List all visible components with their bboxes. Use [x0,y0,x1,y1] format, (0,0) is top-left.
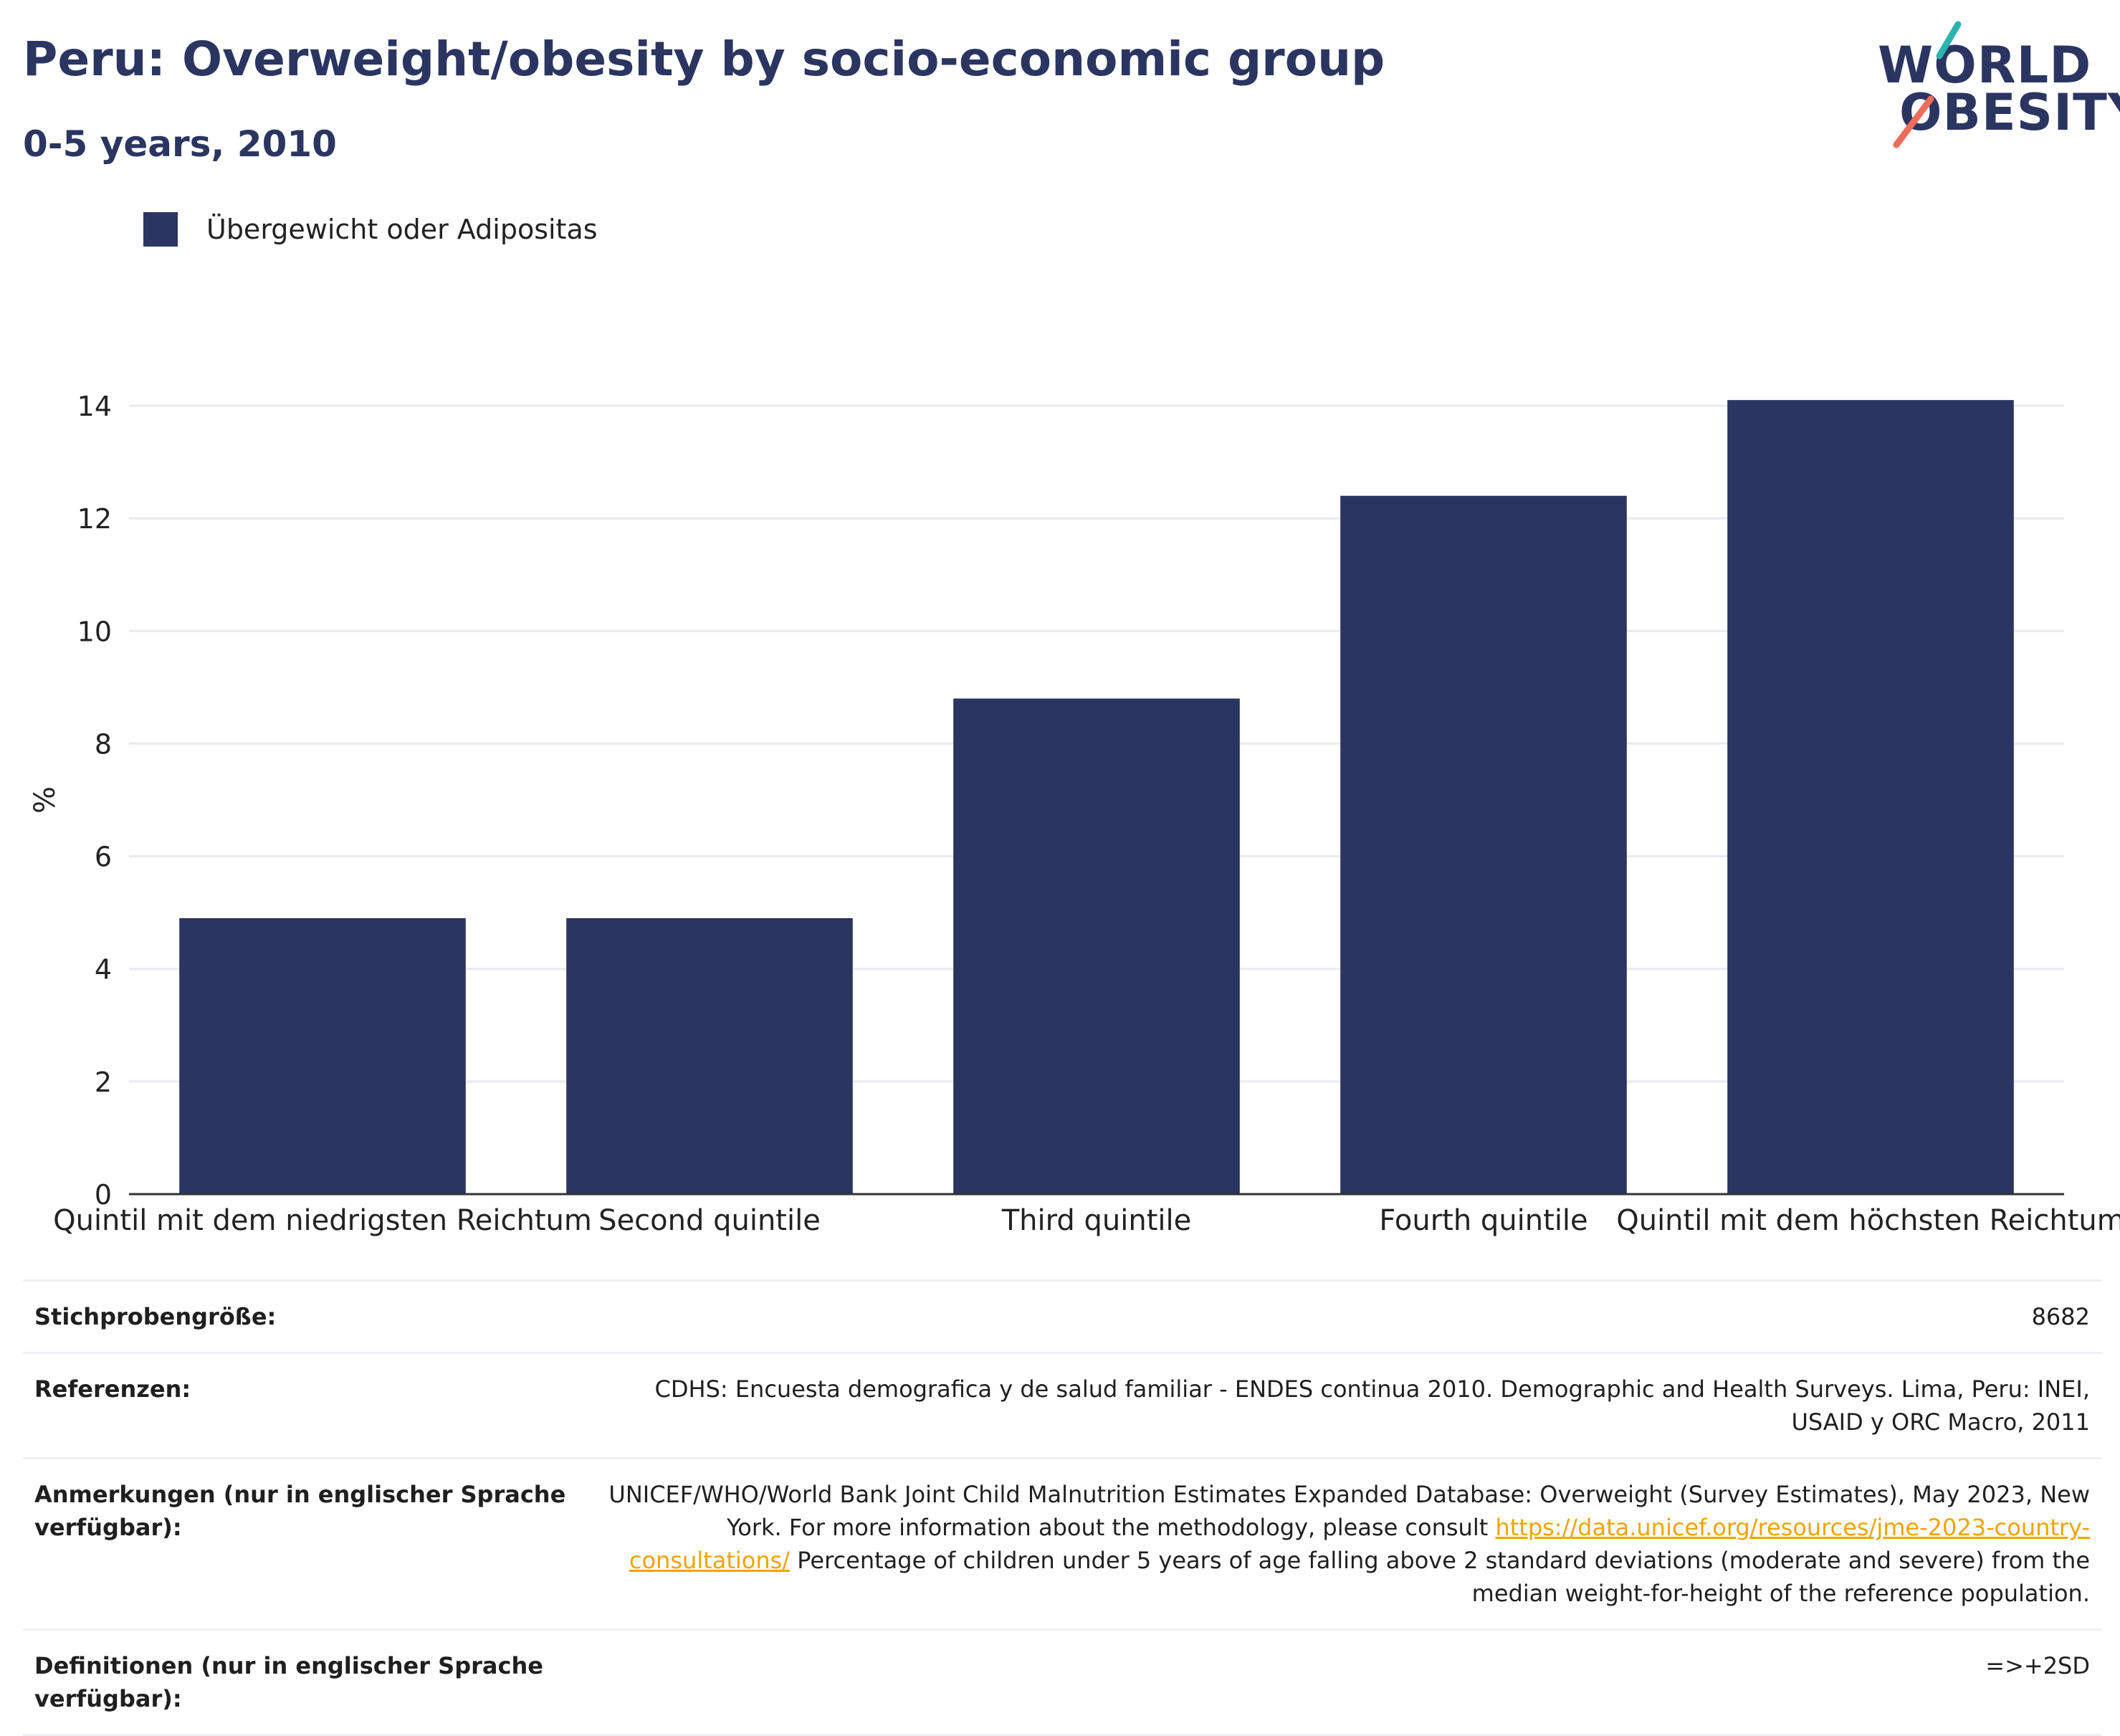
notes-text-1: UNICEF/WHO/World Bank Joint Child Malnut… [608,1481,2090,1541]
legend-label: Übergewicht oder Adipositas [206,214,598,245]
references-value: CDHS: Encuesta demografica y de salud fa… [654,1375,2090,1436]
world-obesity-logo: WORLD OBESITY [1871,19,2120,155]
notes-value: UNICEF/WHO/World Bank Joint Child Malnut… [585,1478,2090,1610]
y-tick-label: 2 [95,1067,112,1098]
y-tick-label: 4 [95,954,112,986]
y-tick-label: 0 [95,1179,112,1211]
x-tick-label: Quintil mit dem höchsten Reichtum [1616,1204,2120,1237]
logo-word-obesity: OBESITY [1899,83,2120,142]
definitions-label: Definitionen (nur in englischer Sprache … [34,1652,543,1712]
footer-row-sample-size: Stichprobengröße: 8682 [23,1282,2101,1354]
chart-title: Peru: Overweight/obesity by socio-econom… [23,32,1385,87]
bar[interactable] [179,918,466,1194]
bar-chart: 0 2 4 6 8 10 12 14 Quintil mit dem niedrigsten … [29,391,2120,1237]
y-axis-label: % [29,786,62,814]
sample-size-label: Stichprobengröße: [34,1303,277,1330]
footer-row-references: Referenzen: CDHS: Encuesta demografica y… [23,1354,2101,1459]
references-label: Referenzen: [34,1375,191,1403]
definitions-value: =>+2SD [1985,1652,2090,1679]
bar[interactable] [1340,495,1627,1194]
bar[interactable] [1727,400,2014,1195]
logo-word-world: WORLD [1878,36,2092,95]
bar[interactable] [566,918,853,1194]
legend: Übergewicht oder Adipositas [143,212,598,247]
y-tick-label: 8 [95,728,112,760]
logo-slash-icon [1893,21,1962,148]
methodology-link[interactable]: https://data.unicef.org/resources/jme-20… [629,1514,2090,1574]
y-tick-label: 6 [95,841,112,873]
legend-swatch [143,212,178,247]
x-tick-label: Second quintile [598,1204,821,1237]
footer-row-notes: Anmerkungen (nur in englischer Sprache v… [23,1459,2101,1631]
y-tick-label: 10 [77,616,112,647]
chart-subtitle: 0-5 years, 2010 [23,123,337,165]
notes-label: Anmerkungen (nur in englischer Sprache v… [34,1481,566,1541]
notes-text-2: Percentage of children under 5 years of … [797,1547,2090,1607]
x-tick-label: Third quintile [1001,1204,1191,1237]
sample-size-value: 8682 [2031,1303,2090,1330]
chart-footer-table: Stichprobengröße: 8682 Referenzen: CDHS:… [23,1279,2101,1736]
footer-row-definitions: Definitionen (nur in englischer Sprache … [23,1631,2101,1736]
bar[interactable] [953,698,1240,1194]
x-tick-label: Fourth quintile [1379,1204,1587,1237]
x-tick-label: Quintil mit dem niedrigsten Reichtum [53,1204,592,1237]
y-tick-label: 12 [77,503,112,535]
y-tick-label: 14 [77,391,112,422]
